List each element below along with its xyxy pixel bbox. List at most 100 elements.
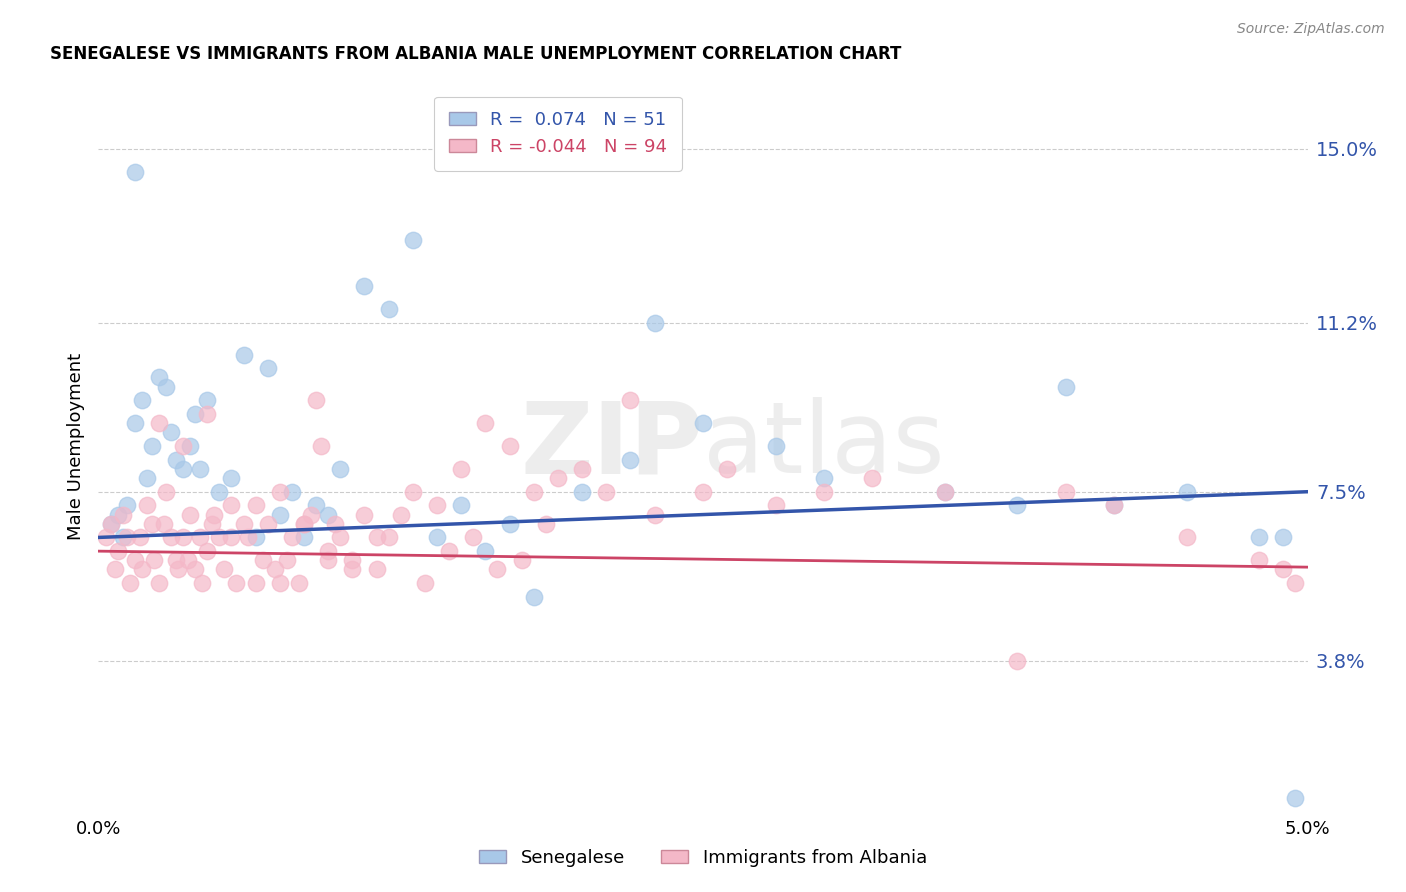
- Point: [1175, 530, 1198, 544]
- Point: [523, 590, 546, 604]
- Text: Source: ZipAtlas.com: Source: ZipAtlas.com: [1237, 22, 1385, 37]
- Point: [232, 347, 254, 362]
- Point: [1272, 530, 1295, 544]
- Point: [934, 484, 956, 499]
- Point: [498, 439, 520, 453]
- Point: [353, 508, 375, 522]
- Point: [377, 301, 399, 316]
- Point: [208, 484, 231, 499]
- Point: [389, 508, 412, 522]
- Point: [104, 562, 127, 576]
- Point: [402, 484, 425, 499]
- Point: [498, 516, 520, 531]
- Point: [204, 508, 226, 522]
- Point: [245, 499, 267, 513]
- Point: [160, 530, 183, 544]
- Point: [152, 516, 174, 531]
- Point: [765, 439, 787, 453]
- Point: [238, 530, 260, 544]
- Point: [184, 562, 207, 576]
- Point: [1249, 530, 1271, 544]
- Point: [1102, 499, 1125, 513]
- Point: [148, 576, 170, 591]
- Point: [413, 576, 436, 591]
- Point: [245, 530, 267, 544]
- Point: [595, 484, 617, 499]
- Point: [329, 530, 352, 544]
- Point: [131, 393, 153, 408]
- Point: [167, 562, 190, 576]
- Point: [184, 407, 207, 421]
- Point: [1102, 499, 1125, 513]
- Point: [165, 553, 187, 567]
- Point: [269, 508, 291, 522]
- Point: [450, 462, 472, 476]
- Text: SENEGALESE VS IMMIGRANTS FROM ALBANIA MALE UNEMPLOYMENT CORRELATION CHART: SENEGALESE VS IMMIGRANTS FROM ALBANIA MA…: [51, 45, 901, 63]
- Point: [329, 462, 352, 476]
- Point: [177, 553, 200, 567]
- Point: [124, 416, 146, 430]
- Point: [325, 516, 347, 531]
- Point: [292, 516, 315, 531]
- Point: [765, 499, 787, 513]
- Point: [252, 553, 274, 567]
- Point: [299, 508, 322, 522]
- Legend: Senegalese, Immigrants from Albania: Senegalese, Immigrants from Albania: [472, 842, 934, 874]
- Point: [225, 576, 247, 591]
- Point: [377, 530, 399, 544]
- Point: [692, 484, 714, 499]
- Point: [426, 530, 449, 544]
- Point: [523, 484, 546, 499]
- Legend: R =  0.074   N = 51, R = -0.044   N = 94: R = 0.074 N = 51, R = -0.044 N = 94: [434, 96, 682, 170]
- Point: [195, 393, 218, 408]
- Point: [188, 462, 211, 476]
- Point: [107, 508, 129, 522]
- Point: [716, 462, 738, 476]
- Point: [245, 576, 267, 591]
- Point: [269, 484, 291, 499]
- Point: [486, 562, 509, 576]
- Point: [131, 562, 153, 576]
- Point: [107, 544, 129, 558]
- Point: [309, 439, 332, 453]
- Point: [292, 530, 315, 544]
- Point: [143, 553, 166, 567]
- Y-axis label: Male Unemployment: Male Unemployment: [66, 352, 84, 540]
- Point: [281, 530, 304, 544]
- Point: [155, 484, 177, 499]
- Point: [813, 484, 835, 499]
- Point: [1175, 484, 1198, 499]
- Point: [179, 439, 201, 453]
- Point: [221, 499, 243, 513]
- Point: [510, 553, 533, 567]
- Point: [463, 530, 485, 544]
- Point: [148, 416, 170, 430]
- Point: [191, 576, 214, 591]
- Point: [117, 499, 139, 513]
- Point: [474, 544, 496, 558]
- Point: [402, 233, 425, 247]
- Point: [172, 439, 194, 453]
- Point: [201, 516, 224, 531]
- Point: [305, 499, 328, 513]
- Point: [860, 471, 883, 485]
- Point: [128, 530, 150, 544]
- Point: [316, 508, 339, 522]
- Point: [534, 516, 557, 531]
- Point: [256, 516, 278, 531]
- Point: [571, 484, 593, 499]
- Point: [221, 530, 243, 544]
- Point: [221, 471, 243, 485]
- Point: [281, 484, 304, 499]
- Point: [1272, 562, 1295, 576]
- Point: [172, 530, 194, 544]
- Point: [111, 508, 134, 522]
- Point: [269, 576, 291, 591]
- Point: [342, 562, 364, 576]
- Point: [692, 416, 714, 430]
- Point: [1007, 654, 1029, 668]
- Point: [366, 530, 388, 544]
- Point: [619, 393, 641, 408]
- Point: [155, 379, 177, 393]
- Point: [111, 530, 134, 544]
